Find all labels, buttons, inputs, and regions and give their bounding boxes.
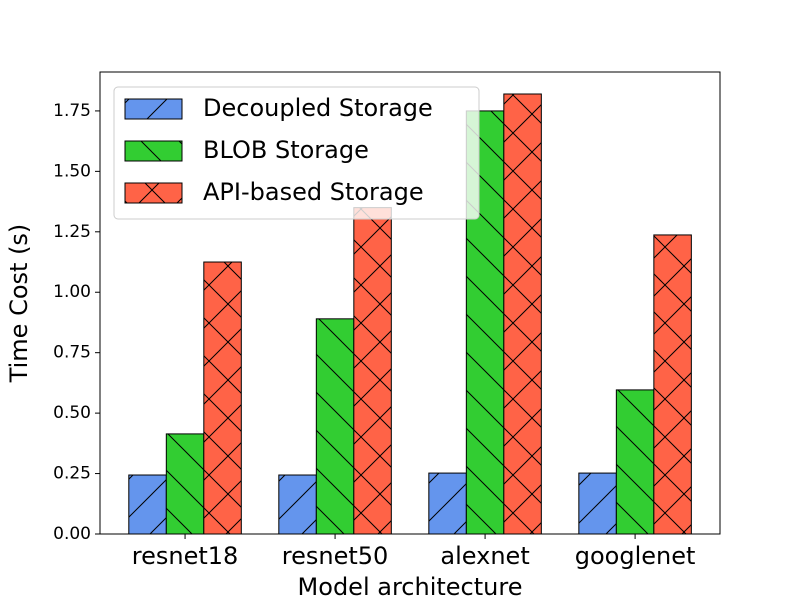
legend-label: BLOB Storage [203,136,369,164]
bar [203,261,242,535]
plot-frame [99,71,721,535]
y-tick-label: 1.25 [53,222,91,242]
bar [278,474,317,535]
x-tick-label: resnet18 [132,542,239,570]
bar [615,389,655,535]
bar [653,234,692,535]
x-axis-label: Model architecture [298,573,523,600]
y-axis-label: Time Cost (s) [5,224,33,384]
bar [578,472,617,535]
y-tick-label: 1.00 [53,282,91,302]
bar [165,433,205,535]
x-tick-label: googlenet [575,542,696,570]
x-tick-label: resnet50 [282,542,389,570]
bar [428,472,467,535]
y-tick-label: 0.75 [53,343,91,363]
legend-label: API-based Storage [203,178,424,206]
legend-label: Decoupled Storage [203,94,433,122]
x-tick-label: alexnet [440,542,529,570]
y-tick-label: 0.50 [53,403,91,423]
y-tick-label: 0.25 [53,464,91,484]
legend-box [113,86,480,220]
bar [128,474,167,535]
y-tick-label: 1.50 [53,161,91,181]
bar [503,93,542,535]
legend-swatch [124,140,183,162]
y-tick-label: 0.00 [53,524,91,544]
bar [315,318,355,535]
y-tick-label: 1.75 [53,101,91,121]
legend-swatch [124,182,183,204]
legend-swatch [124,98,183,120]
bar [353,207,392,535]
